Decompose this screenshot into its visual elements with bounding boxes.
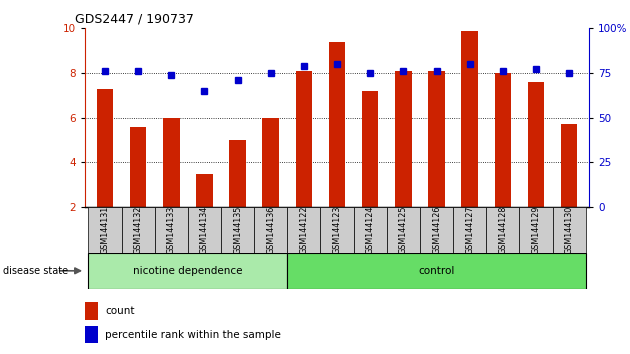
Bar <box>88 253 287 289</box>
Bar <box>387 207 420 253</box>
Bar <box>88 207 122 253</box>
Bar <box>263 118 279 207</box>
Bar <box>188 207 221 253</box>
Text: GSM144133: GSM144133 <box>167 206 176 254</box>
Text: GSM144132: GSM144132 <box>134 206 142 254</box>
Bar <box>453 207 486 253</box>
Bar <box>428 71 445 207</box>
Text: GSM144127: GSM144127 <box>465 206 474 255</box>
Bar <box>85 302 98 320</box>
Text: GSM144130: GSM144130 <box>564 206 574 254</box>
Bar <box>287 253 586 289</box>
Text: percentile rank within the sample: percentile rank within the sample <box>105 330 281 339</box>
Bar <box>287 207 321 253</box>
Bar <box>362 91 379 207</box>
Bar <box>85 326 98 343</box>
Text: GSM144122: GSM144122 <box>299 206 309 255</box>
Text: nicotine dependence: nicotine dependence <box>133 266 243 276</box>
Text: GSM144135: GSM144135 <box>233 206 242 254</box>
Text: GSM144123: GSM144123 <box>333 206 341 254</box>
Text: control: control <box>418 266 455 276</box>
Bar <box>122 207 155 253</box>
Bar <box>561 124 578 207</box>
Bar <box>395 71 411 207</box>
Bar <box>229 140 246 207</box>
Text: count: count <box>105 306 135 316</box>
Text: GSM144134: GSM144134 <box>200 206 209 254</box>
Text: GSM144124: GSM144124 <box>365 206 375 254</box>
Bar <box>553 207 586 253</box>
Text: GSM144125: GSM144125 <box>399 206 408 255</box>
Bar <box>495 73 511 207</box>
Text: GSM144136: GSM144136 <box>266 206 275 254</box>
Bar <box>461 30 478 207</box>
Bar <box>321 207 353 253</box>
Text: GDS2447 / 190737: GDS2447 / 190737 <box>75 13 194 26</box>
Text: GSM144131: GSM144131 <box>100 206 110 254</box>
Bar <box>254 207 287 253</box>
Text: GSM144129: GSM144129 <box>532 206 541 255</box>
Bar <box>130 127 146 207</box>
Bar <box>353 207 387 253</box>
Bar <box>221 207 254 253</box>
Bar <box>295 71 312 207</box>
Bar <box>196 173 213 207</box>
Text: GSM144128: GSM144128 <box>498 206 507 254</box>
Bar <box>329 42 345 207</box>
Text: GSM144126: GSM144126 <box>432 206 441 254</box>
Bar <box>519 207 553 253</box>
Bar <box>486 207 519 253</box>
Bar <box>163 118 180 207</box>
Bar <box>155 207 188 253</box>
Bar <box>420 207 453 253</box>
Bar <box>96 88 113 207</box>
Bar <box>528 82 544 207</box>
Text: disease state: disease state <box>3 266 68 276</box>
